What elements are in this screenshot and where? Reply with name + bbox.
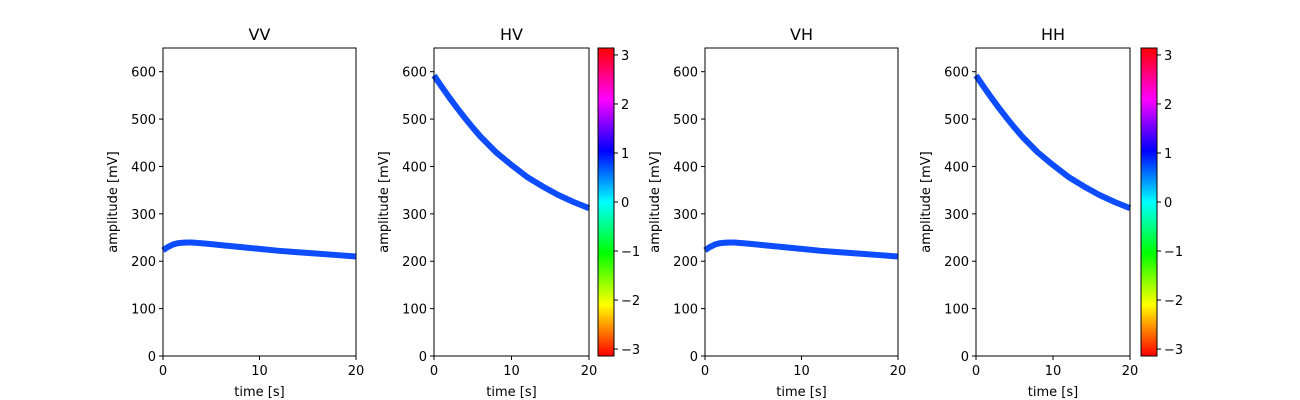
- y-tick-label: 500: [944, 113, 969, 128]
- y-tick-label: 500: [673, 113, 698, 128]
- subplot-title: HH: [1041, 25, 1065, 44]
- y-tick-label: 0: [148, 350, 156, 365]
- y-axis-label: amplitude [mV]: [648, 151, 663, 253]
- y-axis-label: amplitude [mV]: [377, 151, 392, 253]
- subplot-title: HV: [500, 25, 523, 44]
- y-tick-label: 600: [402, 66, 427, 81]
- colorbar-tick-label: −3: [1164, 343, 1183, 358]
- x-tick-label: 0: [430, 364, 438, 379]
- colorbar-tick-label: 0: [1164, 196, 1172, 211]
- colorbar-tick-label: −2: [1164, 294, 1183, 309]
- y-tick-label: 400: [402, 160, 427, 175]
- colorbar-tick-label: −3: [621, 343, 640, 358]
- x-axis-label: time [s]: [486, 385, 536, 400]
- y-tick-label: 600: [131, 66, 156, 81]
- x-axis-label: time [s]: [776, 385, 826, 400]
- y-tick-label: 300: [673, 208, 698, 223]
- y-tick-label: 200: [402, 255, 427, 270]
- x-tick-label: 20: [581, 364, 598, 379]
- colorbar-gradient: [1140, 47, 1158, 357]
- colorbar-tick-label: 3: [621, 49, 629, 64]
- y-tick-label: 400: [944, 160, 969, 175]
- y-tick-label: 200: [673, 255, 698, 270]
- x-axis-label: time [s]: [234, 385, 284, 400]
- x-axis-label: time [s]: [1028, 385, 1078, 400]
- colorbar-tick-label: 1: [1164, 147, 1172, 162]
- colorbar-tick-label: 2: [621, 98, 629, 113]
- y-tick-label: 0: [690, 350, 698, 365]
- series-line: [973, 73, 1132, 211]
- plot-area: [976, 48, 1130, 356]
- y-tick-label: 100: [131, 303, 156, 318]
- y-tick-label: 400: [131, 160, 156, 175]
- colorbar-tick-label: 1: [621, 147, 629, 162]
- colorbar-gradient: [597, 47, 615, 357]
- plot-area: [434, 48, 589, 356]
- y-axis-label: amplitude [mV]: [919, 151, 934, 253]
- colorbar-tick-label: −1: [621, 245, 640, 260]
- y-tick-label: 600: [673, 66, 698, 81]
- colorbar: 3 2 1 0 −1 −2 −3: [597, 47, 640, 358]
- x-tick-label: 10: [1045, 364, 1062, 379]
- plot-area: [705, 48, 898, 356]
- x-tick-label: 20: [348, 364, 365, 379]
- colorbar: 3 2 1 0 −1 −2 −3: [1140, 47, 1183, 358]
- colorbar-tick-label: 0: [621, 196, 629, 211]
- series-line: [161, 239, 357, 260]
- y-tick-label: 100: [402, 303, 427, 318]
- x-tick-label: 0: [701, 364, 709, 379]
- y-tick-label: 300: [131, 208, 156, 223]
- x-tick-label: 0: [159, 364, 167, 379]
- y-tick-label: 300: [402, 208, 427, 223]
- y-axis-label: amplitude [mV]: [106, 151, 121, 253]
- series-line: [431, 73, 591, 211]
- y-tick-label: 0: [961, 350, 969, 365]
- x-tick-label: 20: [1122, 364, 1139, 379]
- x-tick-label: 10: [793, 364, 810, 379]
- x-tick-label: 20: [890, 364, 907, 379]
- y-tick-label: 200: [944, 255, 969, 270]
- subplot-title: VV: [249, 25, 271, 44]
- subplot-title: VH: [790, 25, 813, 44]
- x-tick-label: 0: [972, 364, 980, 379]
- y-tick-label: 0: [419, 350, 427, 365]
- y-tick-label: 100: [944, 303, 969, 318]
- y-tick-label: 100: [673, 303, 698, 318]
- colorbar-tick-label: −2: [621, 294, 640, 309]
- colorbar-tick-label: 3: [1164, 49, 1172, 64]
- x-tick-label: 10: [251, 364, 268, 379]
- series-line: [703, 239, 899, 260]
- x-tick-label: 10: [503, 364, 520, 379]
- y-tick-label: 600: [944, 66, 969, 81]
- y-tick-label: 300: [944, 208, 969, 223]
- y-tick-label: 200: [131, 255, 156, 270]
- colorbar-tick-label: −1: [1164, 245, 1183, 260]
- y-tick-label: 500: [402, 113, 427, 128]
- plot-area: [163, 48, 356, 356]
- y-tick-label: 500: [131, 113, 156, 128]
- y-tick-label: 400: [673, 160, 698, 175]
- colorbar-tick-label: 2: [1164, 98, 1172, 113]
